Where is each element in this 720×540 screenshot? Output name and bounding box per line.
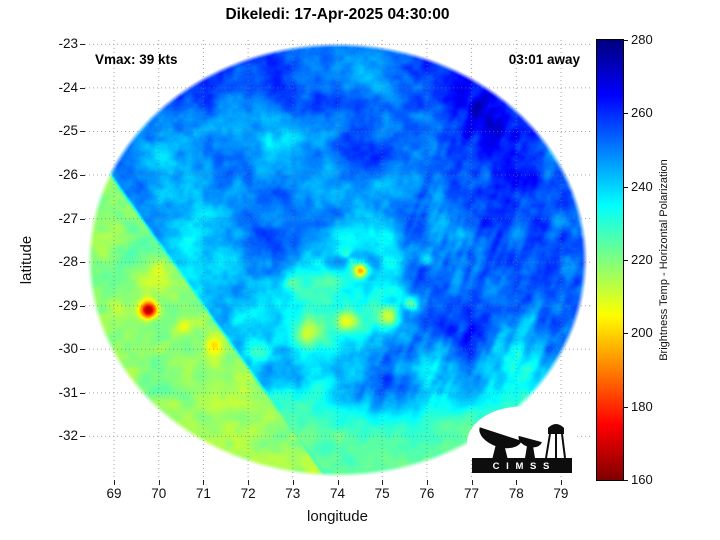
time-away-annotation: 03:01 away [508, 52, 580, 67]
grid-overlay [85, 40, 590, 480]
logo-art [479, 424, 566, 460]
x-tick-label: 77 [464, 486, 480, 501]
x-tick-mark [203, 480, 205, 485]
y-tick-label: -32 [58, 428, 78, 444]
x-tick-label: 78 [508, 486, 524, 501]
colorbar-tick-label: 160 [631, 472, 653, 487]
x-tick-mark [471, 480, 473, 485]
colorbar-label: Brightness Temp - Horizontal Polarizatio… [658, 159, 670, 361]
y-tick-label: -24 [58, 79, 78, 95]
colorbar-tick-mark [624, 186, 628, 188]
y-tick-mark [80, 392, 85, 394]
x-tick-label: 76 [419, 486, 435, 501]
cimss-logo: C I M S S [467, 406, 577, 480]
colorbar-tick-label: 240 [631, 178, 653, 194]
y-axis-label: latitude [18, 235, 35, 285]
x-tick-mark [292, 480, 294, 485]
x-tick-label: 74 [329, 486, 346, 501]
plot-title: Dikeledi: 17-Apr-2025 04:30:00 [225, 6, 450, 23]
y-tick-mark [80, 218, 85, 220]
x-tick-label: 79 [553, 486, 569, 501]
colorbar-tick-mark [624, 40, 628, 41]
logo-banner [472, 458, 572, 473]
y-tick-label: -31 [58, 384, 78, 400]
x-tick-mark [382, 480, 384, 485]
x-axis-label: longitude [307, 508, 368, 525]
colorbar-tick-label: 180 [631, 398, 653, 414]
water-tower-legs [545, 433, 566, 459]
y-tick-mark [80, 305, 85, 307]
colorbar [596, 39, 624, 481]
satellite-dish-icon [479, 427, 522, 449]
x-tick-mark [158, 480, 160, 485]
colorbar-tick-label: 200 [631, 325, 653, 341]
y-tick-label: -26 [58, 167, 78, 183]
y-tick-mark [80, 175, 85, 177]
x-tick-label: 73 [285, 486, 301, 501]
x-tick-label: 71 [195, 486, 211, 501]
colorbar-tick-label: 260 [631, 105, 653, 121]
y-tick-mark [80, 349, 85, 351]
colorbar-tick-mark [624, 406, 628, 408]
x-tick-mark [248, 480, 250, 485]
vmax-annotation: Vmax: 39 kts [95, 52, 178, 67]
x-tick-mark [560, 480, 562, 485]
x-tick-mark [114, 480, 116, 485]
small-dish-pedestal [525, 446, 535, 458]
y-tick-label: -25 [58, 123, 78, 139]
x-tick-label: 70 [151, 486, 167, 501]
x-tick-label: 69 [106, 486, 122, 501]
x-tick-mark [426, 480, 428, 485]
y-tick-label: -30 [58, 341, 78, 357]
x-tick-mark [516, 480, 518, 485]
plot-area: Vmax: 39 kts 03:01 away C I M S S [85, 40, 590, 480]
x-tick-label: 75 [374, 486, 390, 501]
colorbar-tick-mark [624, 333, 628, 335]
colorbar-tick-label: 220 [631, 252, 653, 267]
dish-pedestal [492, 444, 508, 460]
y-tick-label: -23 [58, 36, 78, 52]
y-tick-mark [80, 44, 85, 46]
y-tick-mark [80, 131, 85, 133]
y-tick-mark [80, 436, 85, 438]
colorbar-tick-label: 280 [631, 32, 653, 47]
colorbar-tick-mark [624, 260, 628, 261]
y-tick-mark [80, 87, 85, 89]
colorbar-tick-mark [624, 113, 628, 115]
y-tick-mark [80, 262, 85, 264]
water-tower-icon [548, 424, 564, 434]
x-tick-label: 72 [240, 486, 256, 501]
y-tick-label: -28 [58, 254, 78, 270]
colorbar-tick-mark [624, 480, 628, 481]
y-tick-label: -27 [58, 210, 78, 226]
satellite-dish-small-icon [518, 435, 542, 448]
logo-text: C I M S S [493, 461, 552, 472]
y-tick-label: -29 [58, 297, 78, 313]
x-tick-mark [337, 480, 339, 485]
